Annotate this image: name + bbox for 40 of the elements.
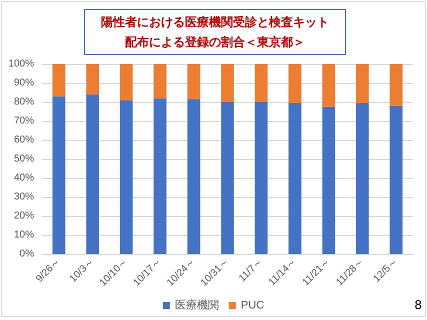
- bar: [120, 100, 133, 254]
- bar: [86, 64, 99, 94]
- y-tick-label: 30%: [14, 192, 34, 202]
- bar: [356, 64, 369, 103]
- bar: [52, 64, 66, 96]
- bar: [356, 102, 369, 254]
- bar: [288, 64, 302, 103]
- x-tick-label: 9/26～: [34, 256, 63, 285]
- legend-label: 医療機関: [174, 298, 219, 312]
- bar: [187, 99, 200, 254]
- text: 8: [414, 298, 422, 312]
- bar: [288, 102, 302, 254]
- bar: [390, 106, 403, 254]
- x-tick-label: 10/3～: [68, 256, 96, 285]
- y-tick-label: 80%: [14, 96, 34, 108]
- bar: [221, 102, 234, 254]
- y-tick-label: 10%: [14, 230, 34, 240]
- bar: [187, 64, 200, 100]
- bar: [254, 102, 268, 254]
- y-tick-label: 60%: [14, 134, 34, 146]
- bar: [221, 64, 234, 102]
- chart-title: 陽性者における医療機関受診と検査キット配布による登録の割合＜東京都＞: [84, 9, 346, 55]
- y-tick-label: 0%: [20, 248, 34, 260]
- bar: [254, 64, 268, 102]
- bar: [120, 64, 133, 100]
- y-tick-label: 50%: [14, 154, 34, 164]
- y-tick-label: 90%: [14, 78, 34, 88]
- bar: [154, 64, 166, 98]
- bar: [154, 98, 166, 254]
- bar: [86, 94, 99, 254]
- legend-label: PUC: [240, 300, 264, 312]
- bar: [52, 96, 66, 254]
- bar: [322, 106, 336, 254]
- y-tick-label: 20%: [14, 210, 34, 222]
- y-tick-label: 40%: [14, 172, 34, 184]
- bar: [322, 64, 336, 107]
- x-tick-label: 11/7～: [237, 256, 266, 284]
- bar: [390, 64, 403, 106]
- y-tick-label: 100%: [8, 58, 34, 70]
- y-tick-label: 70%: [14, 116, 34, 126]
